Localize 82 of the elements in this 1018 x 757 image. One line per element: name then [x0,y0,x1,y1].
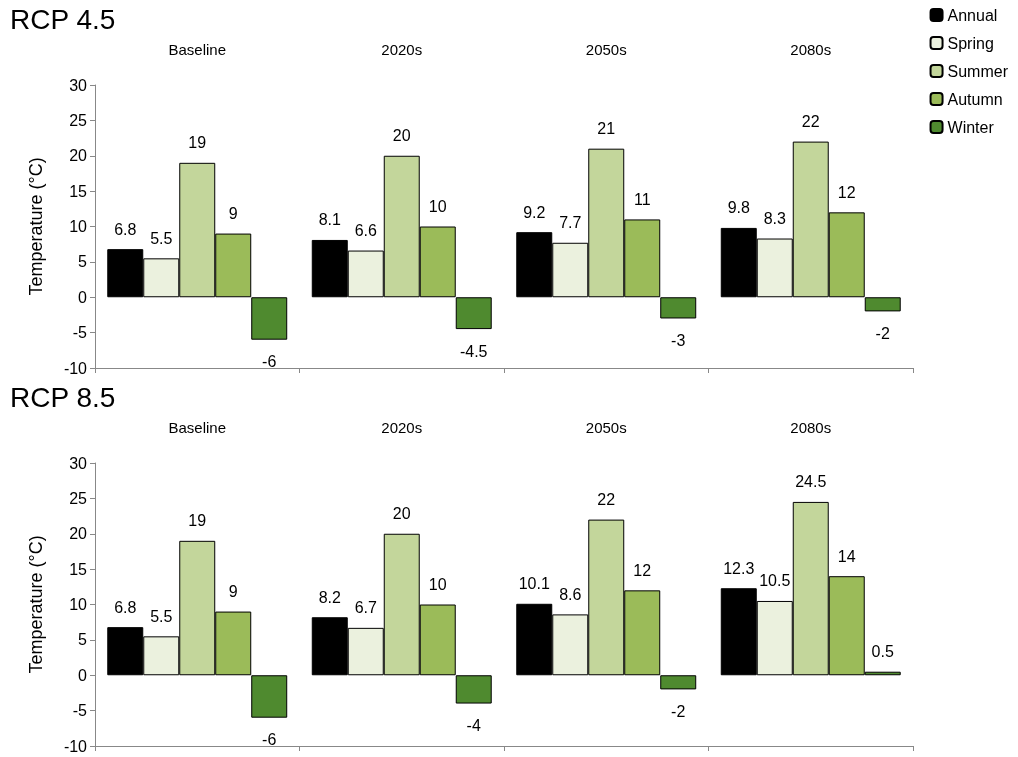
data-label: 21 [597,120,616,138]
data-label: 10.5 [759,572,791,590]
data-label: -6 [262,353,277,371]
data-label: 9 [228,205,238,223]
y-tick-label: 0 [78,288,88,306]
data-label: 12 [633,561,652,579]
y-axis-title: Temperature (°C) [26,535,46,674]
y-tick-label: -10 [63,359,88,377]
data-label: 19 [188,512,207,530]
y-tick-label: -10 [63,737,88,755]
data-label: 8.6 [559,585,582,603]
y-tick-label: 25 [69,111,88,129]
data-label: -4.5 [459,342,488,360]
x-tick-label: 2050s [585,419,627,436]
x-tick-label: 2020s [381,419,423,436]
data-label: 24.5 [795,473,827,491]
chart-title: RCP 4.5 [10,3,116,35]
data-label: -2 [875,324,890,342]
data-label: -2 [671,702,686,720]
data-label: 20 [392,505,411,523]
data-label: 8.2 [318,588,341,606]
data-label: 0.5 [871,643,894,661]
y-tick-label: 0 [78,666,88,684]
bar [251,675,288,718]
legend-label: Summer [947,62,1009,80]
legend-label: Spring [947,34,994,52]
data-label: 10 [428,198,447,215]
data-label: 20 [392,127,411,145]
y-axis-title: Temperature (°C) [26,157,46,296]
y-tick-label: 15 [69,182,88,200]
data-label: 9 [228,583,238,601]
data-label: 6.8 [114,598,137,616]
y-tick-label: 25 [69,489,88,507]
legend-label: Autumn [947,90,1003,108]
data-label: 9.8 [727,199,750,217]
x-tick-label: Baseline [168,41,227,58]
y-tick-label: 5 [78,253,88,271]
bar [251,297,288,340]
bar [660,675,697,690]
y-tick-label: 15 [69,560,88,578]
data-label: -6 [262,731,277,749]
x-tick-label: 2080s [790,419,832,436]
y-tick-label: 30 [69,454,88,472]
data-label: 22 [801,113,820,131]
data-label: 6.7 [354,599,377,617]
bar [660,297,697,319]
data-label: -4 [466,717,481,735]
data-label: 11 [633,190,651,208]
x-tick-label: 2020s [381,41,423,58]
data-label: 10.1 [518,575,550,593]
data-label: 9.2 [523,203,546,221]
y-tick-label: 20 [69,525,88,543]
y-tick-label: -5 [72,702,88,720]
chart-title: RCP 8.5 [10,381,116,413]
data-label: 7.7 [559,214,582,232]
data-label: 6.8 [114,220,137,238]
data-label: 8.3 [763,210,786,228]
data-label: 5.5 [150,607,173,625]
data-label: 12.3 [723,559,755,577]
y-tick-label: -5 [72,324,88,342]
data-label: 12 [837,183,856,201]
y-tick-label: 30 [69,76,88,94]
legend-label: Winter [947,118,995,136]
data-label: 10 [428,576,447,593]
data-label: 6.6 [354,222,377,240]
bar [455,675,492,704]
y-tick-label: 20 [69,147,88,165]
y-tick-label: 10 [69,596,88,613]
data-label: -3 [671,331,686,349]
data-label: 22 [597,491,616,509]
x-tick-label: 2080s [790,41,832,58]
y-tick-label: 10 [69,218,88,235]
data-label: 8.1 [318,211,341,229]
data-label: 19 [188,134,207,152]
y-tick-label: 5 [78,631,88,649]
data-label: 5.5 [150,229,173,247]
bar [864,297,901,312]
x-tick-label: 2050s [585,41,627,58]
bar [455,297,492,330]
x-tick-label: Baseline [168,419,227,436]
data-label: 14 [837,547,856,565]
legend-label: Annual [947,6,998,24]
